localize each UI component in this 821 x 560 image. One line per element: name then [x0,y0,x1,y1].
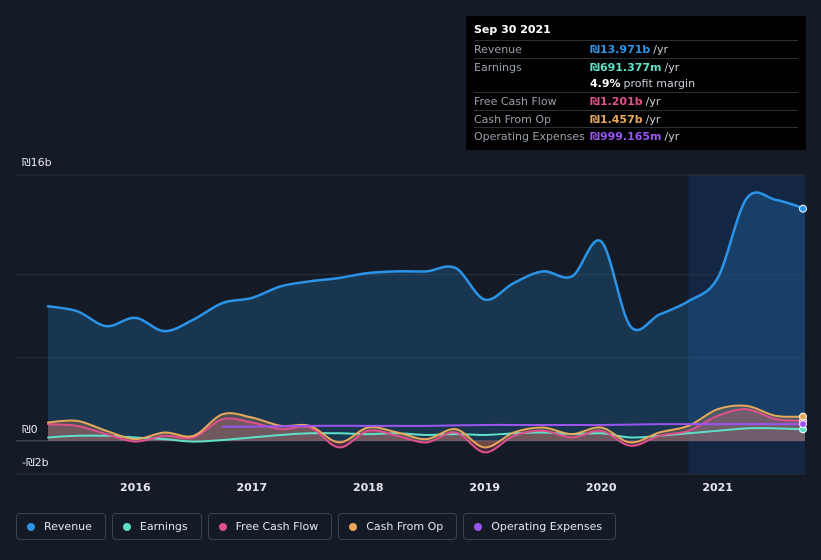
tooltip-row: 4.9% profit margin [474,75,798,92]
tooltip-row-value: ₪1.201b [590,94,643,108]
y-tick-label-bottom: -₪2b [22,456,49,469]
legend-item-revenue[interactable]: Revenue [16,513,106,540]
legend-item-cash-from-op[interactable]: Cash From Op [338,513,458,540]
series-line-earnings [47,427,806,443]
legend-dot-icon [27,522,35,531]
series-endpoints [799,204,807,434]
tooltip-row-unit: /yr [664,130,680,144]
tooltip-row-label: Earnings [474,60,522,74]
legend-dot-icon [218,522,227,531]
series-line-operating-expenses [221,423,806,428]
tooltip-row-label: Revenue [474,42,522,56]
series-area-cash-from-op [48,405,805,448]
tooltip-row-label: Operating Expenses [474,130,585,144]
x-tick-label: 2019 [469,481,500,494]
legend-label: Operating Expenses [491,520,603,533]
legend-label: Revenue [44,520,92,533]
x-tick-label: 2021 [702,481,733,494]
legend-item-free-cash-flow[interactable]: Free Cash Flow [207,513,333,540]
tooltip-row: Cash From Op ₪1.457b/yr [474,109,798,128]
series-line-cash-from-op [47,404,806,449]
hover-tooltip: Sep 30 2021 Revenue ₪13.971b/yr Earnings ₪6… [466,16,806,150]
legend-dot-icon [349,522,358,531]
series-area-revenue [48,192,805,441]
tooltip-row-value: ₪1.457b [590,112,643,126]
legend-label: Cash From Op [366,520,444,533]
tooltip-date: Sep 30 2021 [474,23,551,36]
tooltip-row-unit: /yr [645,94,661,108]
tooltip-row-value: ₪999.165m [590,130,662,144]
series-line-free-cash-flow [47,408,806,454]
tooltip-row-label: Free Cash Flow [474,94,557,108]
chart-legend: Revenue Earnings Free Cash Flow Cash From O… [16,513,622,542]
tooltip-row-label: Cash From Op [474,112,552,126]
legend-label: Earnings [139,520,188,533]
legend-label: Free Cash Flow [235,520,319,533]
series-lines [46,191,807,454]
legend-item-operating-expenses[interactable]: Operating Expenses [463,513,617,540]
x-tick-label: 2020 [586,481,617,494]
chart-area: ₪16b ₪0 -₪2b 2016 2017 2018 2019 2020 2021 [16,156,807,494]
tooltip-row: Free Cash Flow ₪1.201b/yr [474,92,798,110]
legend-dot-icon [122,522,131,531]
series-endpoint-cash-from-op [799,412,807,421]
y-tick-label-zero: ₪0 [22,423,38,436]
gridlines [16,174,805,475]
legend-dot-icon [474,522,483,531]
tooltip-row-unit: /yr [645,112,661,126]
tooltip-row: Revenue ₪13.971b/yr [474,40,798,58]
tooltip-row-value: ₪691.377m [590,60,662,74]
tooltip-row-value: ₪13.971b [590,42,651,56]
x-tick-label: 2017 [236,481,267,494]
tooltip-row-value: 4.9% [590,77,621,91]
tooltip-row-unit: /yr [653,42,669,56]
tooltip-row-unit: profit margin [623,77,696,91]
tooltip-row: Operating Expenses ₪999.165m/yr [474,127,798,145]
x-axis-ticks: 2016 2017 2018 2019 2020 2021 [120,481,733,494]
y-tick-label-top: ₪16b [22,156,52,169]
x-tick-label: 2016 [120,481,151,494]
tooltip-row: Earnings ₪691.377m/yr [474,57,798,76]
series-line-revenue [46,191,807,333]
x-tick-label: 2018 [353,481,384,494]
legend-item-earnings[interactable]: Earnings [111,513,202,540]
series-endpoint-revenue [799,204,807,213]
tooltip-row-unit: /yr [664,60,680,74]
series-endpoint-operating-expenses [799,420,807,429]
